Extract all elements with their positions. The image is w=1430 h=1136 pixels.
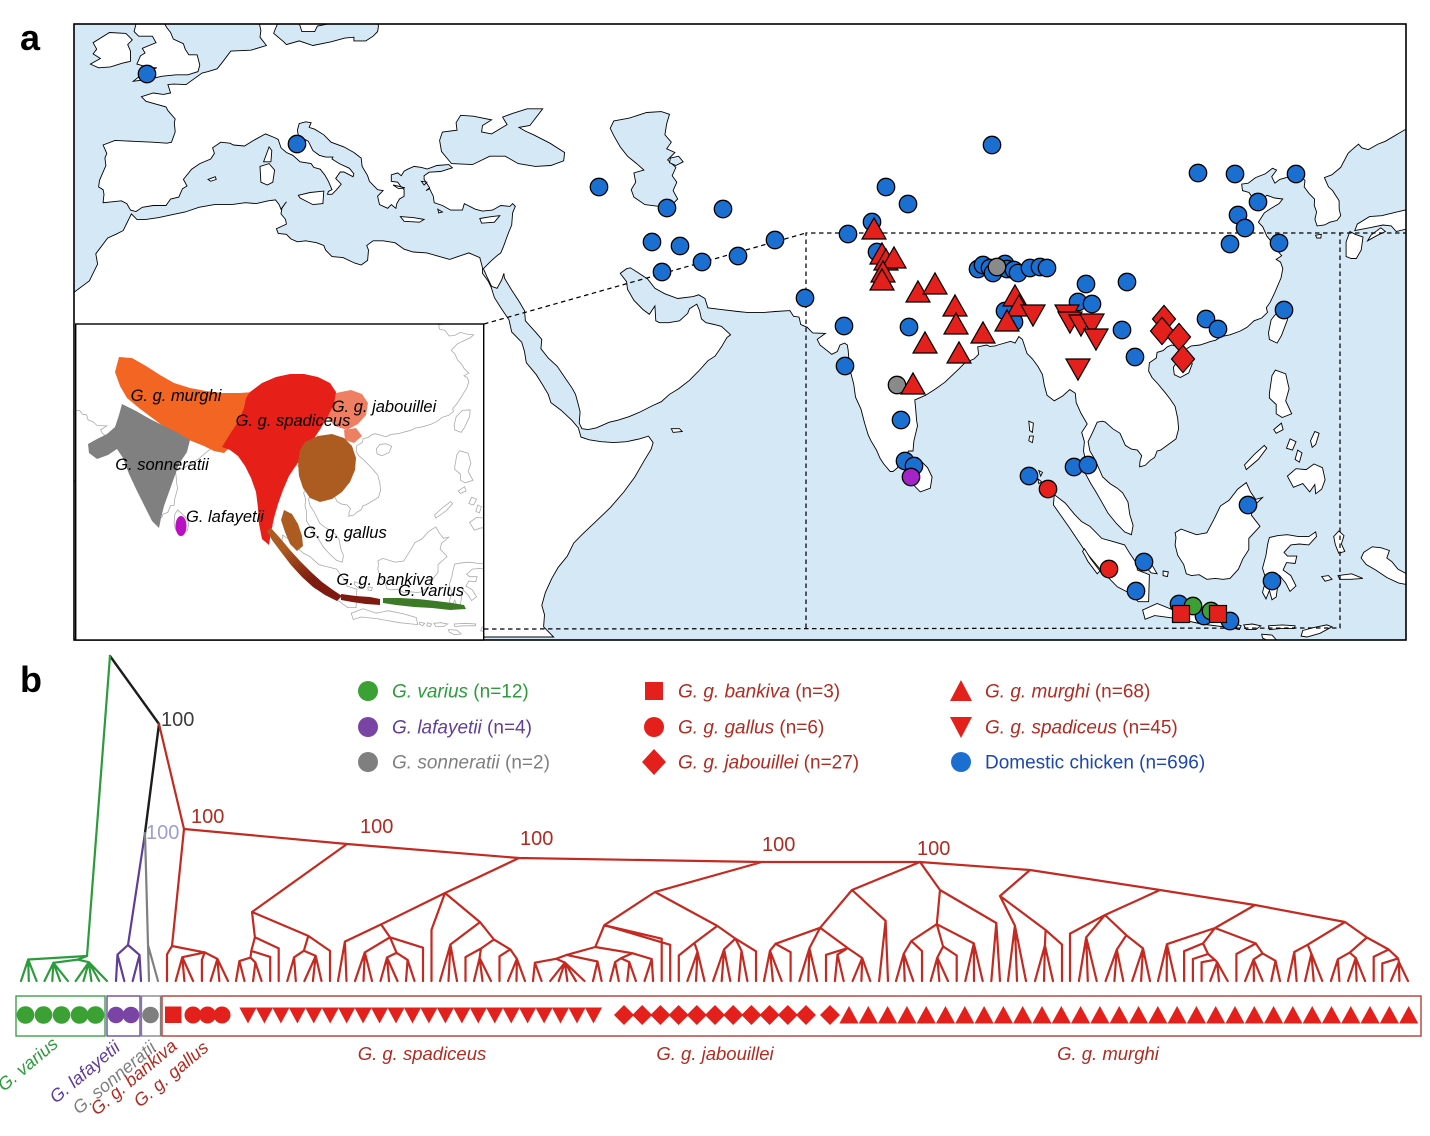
svg-text:100: 100 xyxy=(146,822,179,844)
svg-text:Domestic chicken (n=696): Domestic chicken (n=696) xyxy=(985,753,1205,774)
svg-text:100: 100 xyxy=(191,806,224,828)
svg-text:G. lafayetii (n=4): G. lafayetii (n=4) xyxy=(392,718,532,739)
svg-text:G. varius (n=12): G. varius (n=12) xyxy=(392,682,529,703)
svg-text:G. g. jabouillei (n=27): G. g. jabouillei (n=27) xyxy=(678,753,859,774)
svg-text:G. lafayetii: G. lafayetii xyxy=(186,508,265,526)
svg-text:G. g. gallus (n=6): G. g. gallus (n=6) xyxy=(678,718,824,739)
svg-text:G. g. gallus: G. g. gallus xyxy=(303,524,386,542)
svg-text:G. g. spadiceus: G. g. spadiceus xyxy=(358,1043,487,1064)
svg-text:G. varius: G. varius xyxy=(398,582,464,600)
svg-text:100: 100 xyxy=(161,709,194,731)
svg-text:G. g. murghi (n=68): G. g. murghi (n=68) xyxy=(985,682,1150,703)
svg-text:100: 100 xyxy=(762,834,795,856)
svg-text:G. g. bankiva (n=3): G. g. bankiva (n=3) xyxy=(678,682,840,703)
svg-text:b: b xyxy=(20,659,42,700)
svg-text:G. g. jabouillei: G. g. jabouillei xyxy=(332,398,438,416)
svg-text:G. g. spadiceus (n=45): G. g. spadiceus (n=45) xyxy=(985,718,1178,739)
svg-text:G. g. murghi: G. g. murghi xyxy=(1057,1043,1160,1064)
svg-text:G. sonneratii: G. sonneratii xyxy=(115,456,210,474)
svg-text:G. g. bankiva: G. g. bankiva xyxy=(336,571,433,589)
svg-text:100: 100 xyxy=(917,838,950,860)
svg-text:G. g. spadiceus: G. g. spadiceus xyxy=(236,412,351,430)
svg-text:100: 100 xyxy=(360,816,393,838)
svg-text:G. g. jabouillei: G. g. jabouillei xyxy=(656,1043,774,1064)
svg-text:a: a xyxy=(20,17,41,58)
svg-text:G. g. murghi: G. g. murghi xyxy=(131,387,223,405)
svg-text:100: 100 xyxy=(520,828,553,850)
svg-text:G. sonneratii (n=2): G. sonneratii (n=2) xyxy=(392,753,550,774)
